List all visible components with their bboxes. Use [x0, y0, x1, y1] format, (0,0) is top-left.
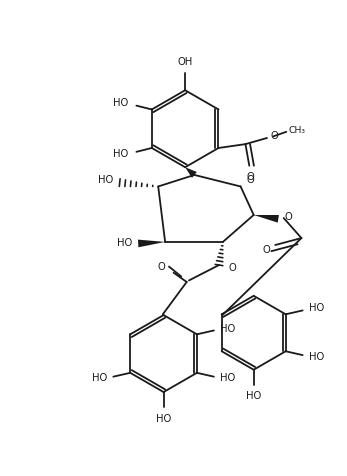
Text: HO: HO — [156, 414, 171, 424]
Polygon shape — [138, 239, 165, 248]
Text: HO: HO — [92, 373, 107, 383]
Text: O: O — [262, 246, 270, 256]
Text: O: O — [271, 130, 279, 141]
Text: O: O — [228, 263, 236, 273]
Text: O: O — [246, 172, 254, 182]
Text: O: O — [285, 212, 292, 222]
Text: HO: HO — [309, 352, 324, 362]
Text: O: O — [158, 261, 165, 272]
Text: HO: HO — [98, 175, 113, 185]
Text: HO: HO — [246, 391, 261, 401]
Text: HO: HO — [113, 149, 129, 159]
Polygon shape — [185, 167, 197, 178]
Text: HO: HO — [220, 324, 235, 334]
Text: HO: HO — [117, 238, 132, 248]
Text: HO: HO — [113, 99, 129, 109]
Polygon shape — [254, 215, 279, 223]
Text: HO: HO — [309, 303, 324, 313]
Text: OH: OH — [178, 57, 193, 67]
Text: O: O — [247, 175, 254, 185]
Text: CH₃: CH₃ — [289, 126, 306, 135]
Text: HO: HO — [220, 373, 235, 383]
